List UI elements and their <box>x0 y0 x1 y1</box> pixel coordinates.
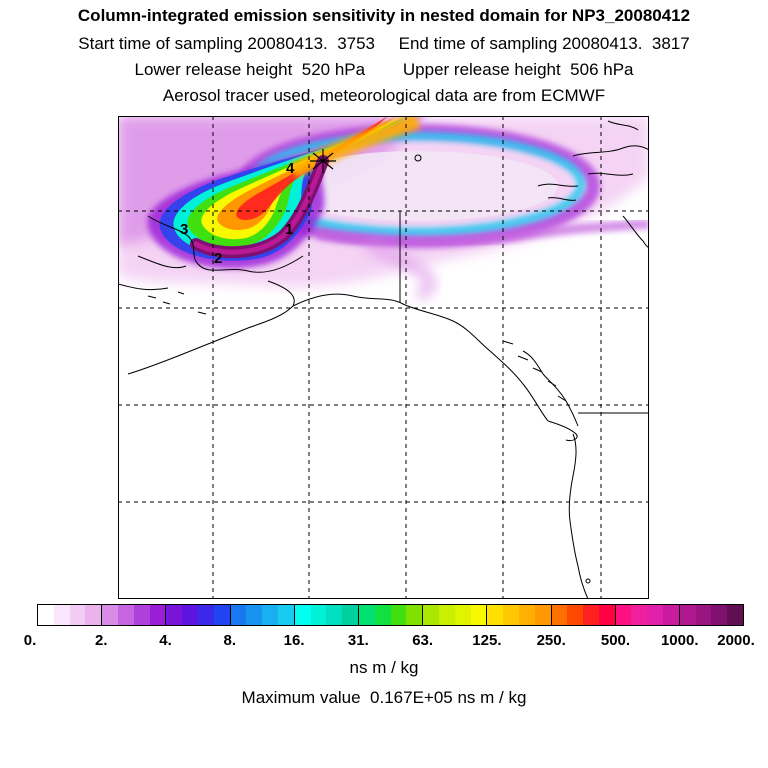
color-bar-swatch <box>246 605 263 625</box>
map-grid <box>118 116 649 599</box>
color-bar-swatch <box>294 605 311 625</box>
color-bar-segment <box>230 605 295 625</box>
color-bar-segment <box>423 605 488 625</box>
color-bar-swatch <box>133 605 150 625</box>
color-bar-swatch <box>598 605 615 625</box>
map-frame <box>118 116 649 599</box>
color-bar-tick-label: 63. <box>412 632 434 649</box>
color-bar-swatch <box>310 605 327 625</box>
color-bar-swatch <box>390 605 407 625</box>
title-line-1: Column-integrated emission sensitivity i… <box>77 6 691 25</box>
color-bar-swatch <box>69 605 86 625</box>
color-bar-tick-label: 16. <box>283 632 305 649</box>
color-bar-ticks: 0. 2. 4. 8. 16. 31. 63. 125. 250. 500. 1000. 2000. <box>0 632 768 652</box>
color-bar-segment <box>487 605 552 625</box>
color-bar-swatch <box>262 605 278 625</box>
color-bar-swatch <box>149 605 166 625</box>
color-bar-swatch <box>503 605 519 625</box>
color-bar-swatch <box>277 605 294 625</box>
title-line-4: Aerosol tracer used, meteorological data… <box>162 86 606 105</box>
color-bar <box>37 604 744 626</box>
color-bar-swatch <box>583 605 599 625</box>
color-bar-swatch <box>470 605 487 625</box>
map-panel: 4 1 3 2 <box>118 116 649 599</box>
color-bar-swatch <box>679 605 696 625</box>
color-bar-segment <box>679 605 744 625</box>
color-bar-tick-label: 8. <box>223 632 237 649</box>
color-bar-segment <box>102 605 167 625</box>
color-bar-swatch <box>358 605 375 625</box>
color-bar-tick-label: 31. <box>347 632 369 649</box>
marker-4: 4 <box>286 160 295 177</box>
color-bar-swatch <box>727 605 744 625</box>
color-bar-swatch <box>342 605 358 625</box>
color-bar-swatch <box>230 605 247 625</box>
color-bar-swatch <box>518 605 535 625</box>
color-bar-swatch <box>182 605 198 625</box>
color-bar-swatch <box>438 605 455 625</box>
marker-3: 3 <box>180 221 188 238</box>
color-bar-segment <box>358 605 424 625</box>
color-bar-swatch <box>406 605 423 625</box>
color-bar-swatch <box>102 605 118 625</box>
color-bar-tick-label: 0. <box>23 632 37 649</box>
marker-2: 2 <box>214 250 222 267</box>
color-bar-swatch <box>38 605 54 625</box>
color-bar-swatch <box>85 605 102 625</box>
color-bar-swatch <box>487 605 504 625</box>
color-bar-segment <box>551 605 616 625</box>
color-bar-segment <box>294 605 359 625</box>
marker-1: 1 <box>285 221 293 238</box>
color-bar-swatch <box>551 605 568 625</box>
color-bar-swatch <box>326 605 343 625</box>
color-bar-swatch <box>567 605 584 625</box>
color-bar-swatch <box>53 605 70 625</box>
color-bar-segment <box>615 605 680 625</box>
color-bar-swatch <box>647 605 664 625</box>
emission-sensitivity-map: 4 1 3 2 <box>118 116 649 599</box>
color-bar-units: ns m / kg <box>349 658 419 677</box>
color-bar-tick-label: 2000. <box>717 632 755 649</box>
title-line-3: Lower release height 520 hPa Upper relea… <box>134 60 634 79</box>
color-bar-swatch <box>166 605 183 625</box>
color-bar-swatch <box>615 605 632 625</box>
color-bar-swatch <box>695 605 712 625</box>
color-bar-swatch <box>711 605 728 625</box>
color-bar-tick-label: 2. <box>95 632 108 649</box>
color-bar-tick-label: 250. <box>536 632 566 649</box>
color-bar-tick-label: 1000. <box>660 632 699 649</box>
color-bar-swatch <box>197 605 214 625</box>
color-bar-tick-label: 4. <box>159 632 172 649</box>
color-bar-swatch <box>374 605 391 625</box>
color-bar-swatch <box>663 605 679 625</box>
color-bar-segment <box>38 605 103 625</box>
color-bar-tick-label: 500. <box>600 632 631 649</box>
maximum-value: Maximum value 0.167E+05 ns m / kg <box>241 688 527 707</box>
color-bar-swatch <box>534 605 551 625</box>
color-bar-segment <box>166 605 231 625</box>
release-point <box>310 149 336 173</box>
color-bar-swatch <box>631 605 648 625</box>
plume-field <box>118 116 649 302</box>
color-bar-swatch <box>423 605 439 625</box>
color-bar-swatch <box>454 605 471 625</box>
title-line-2: Start time of sampling 20080413. 3753 En… <box>78 34 690 53</box>
color-bar-swatch <box>117 605 134 625</box>
color-bar-tick-label: 125. <box>472 632 502 649</box>
color-bar-swatch <box>213 605 230 625</box>
